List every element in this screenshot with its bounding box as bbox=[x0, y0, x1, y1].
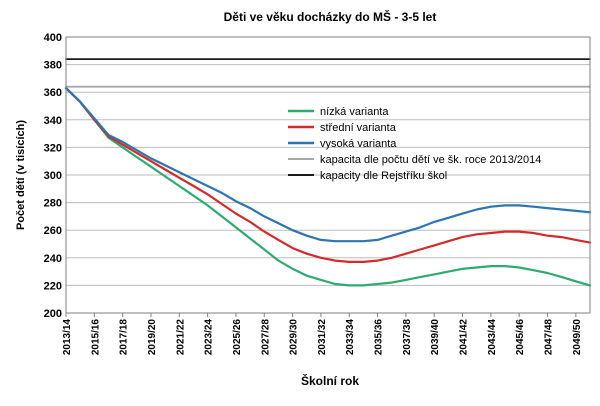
x-tick-label: 2043/44 bbox=[487, 319, 498, 356]
x-tick-label: 2039/40 bbox=[430, 319, 441, 356]
legend-label: kapacita dle počtu dětí ve šk. roce 2013… bbox=[320, 154, 541, 166]
x-tick-label: 2027/28 bbox=[260, 319, 271, 356]
x-tick-label: 2013/14 bbox=[62, 319, 73, 356]
x-tick-label: 2033/34 bbox=[345, 319, 356, 356]
x-tick-labels: 2013/14 2015/16 2017/18 2019/20 2021/22 2023/… bbox=[62, 313, 583, 355]
y-tick-label: 380 bbox=[44, 60, 62, 72]
series-line-0 bbox=[64, 87, 592, 287]
x-tick-label: 2047/48 bbox=[544, 319, 555, 356]
y-tick-label: 200 bbox=[44, 308, 62, 320]
x-tick-label: 2015/16 bbox=[90, 319, 101, 356]
y-axis-label: Počet dětí (v tisících) bbox=[15, 120, 27, 230]
x-tick-label: 2037/38 bbox=[402, 319, 413, 356]
x-tick-label: 2049/50 bbox=[572, 319, 583, 356]
legend-label: vysoká varianta bbox=[320, 138, 397, 150]
x-tick-label: 2031/32 bbox=[317, 319, 328, 356]
x-tick-label: 2019/20 bbox=[147, 319, 158, 356]
series-line-1 bbox=[64, 87, 592, 263]
y-tick-label: 400 bbox=[44, 32, 62, 44]
y-tick-label: 240 bbox=[44, 253, 62, 265]
x-tick-label: 2023/24 bbox=[204, 319, 215, 356]
legend-label: nízká varianta bbox=[320, 106, 389, 118]
series-lines bbox=[64, 58, 592, 287]
legend: nízká varianta střední varianta vysoká var… bbox=[288, 106, 541, 182]
x-tick-label: 2017/18 bbox=[119, 319, 130, 356]
x-tick-label: 2025/26 bbox=[232, 319, 243, 356]
plot-frame bbox=[65, 36, 591, 314]
chart-title: Děti ve věku docházky do MŠ - 3-5 let bbox=[224, 9, 437, 24]
legend-label: kapacity dle Rejstříku škol bbox=[320, 170, 447, 182]
y-tick-label: 280 bbox=[44, 198, 62, 210]
x-tick-label: 2029/30 bbox=[289, 319, 300, 356]
legend-label: střední varianta bbox=[320, 122, 397, 134]
y-tick-label: 360 bbox=[44, 87, 62, 99]
y-tick-label: 260 bbox=[44, 225, 62, 237]
y-tick-label: 320 bbox=[44, 142, 62, 154]
x-tick-label: 2045/46 bbox=[515, 319, 526, 356]
x-axis-label: Školní rok bbox=[301, 373, 359, 388]
y-tick-label: 300 bbox=[44, 170, 62, 182]
x-tick-label: 2035/36 bbox=[374, 319, 385, 356]
y-tick-label: 220 bbox=[44, 280, 62, 292]
x-tick-label: 2041/42 bbox=[459, 319, 470, 356]
series-line-2 bbox=[64, 87, 592, 243]
y-tick-labels: 200 220 240 260 280 300 320 340 360 380 400 bbox=[44, 32, 62, 320]
y-tick-label: 340 bbox=[44, 115, 62, 127]
x-tick-label: 2021/22 bbox=[175, 319, 186, 356]
